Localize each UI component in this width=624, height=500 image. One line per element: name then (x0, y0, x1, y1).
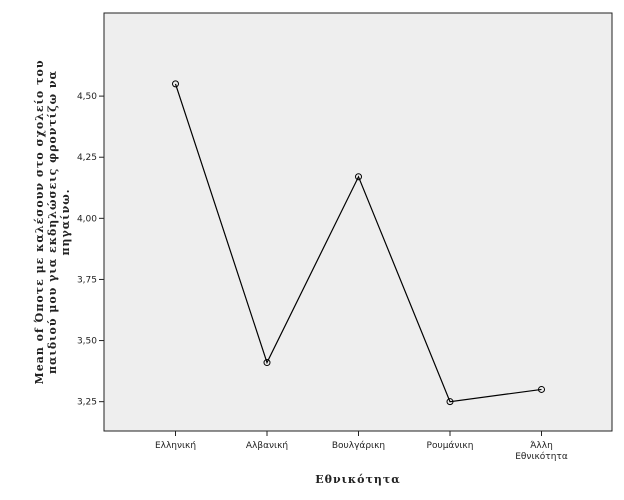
x-tick-label: Ελληνική (155, 441, 196, 451)
x-tick-label: Αλβανική (246, 441, 288, 451)
data-point-marker (172, 80, 179, 88)
x-tick-label: Άλλη (530, 441, 553, 451)
y-tick-label: 4,00 (77, 214, 97, 224)
plot-area (103, 12, 613, 432)
y-axis-title-line: πηγαίνω. (59, 188, 72, 255)
y-axis-title-line: Mean of Όποτε με καλέσουν στο σχολείο το… (33, 60, 46, 385)
data-point-marker (446, 398, 454, 406)
x-tick-label: Βουλγάρικη (332, 441, 385, 451)
series-line-group (172, 80, 545, 406)
data-point-marker (263, 359, 271, 367)
x-tick-label: Ρουμάνικη (427, 441, 474, 451)
y-axis-title-line: παιδιού μου για εκδηλώσεις φροντίζω να (46, 70, 59, 374)
y-axis: 3,25 3,50 3,75 4,00 4,25 4,50 (77, 92, 104, 408)
y-tick-label: 3,25 (77, 398, 97, 408)
y-tick-label: 3,50 (77, 337, 97, 347)
x-axis: Ελληνική Αλβανική Βουλγάρικη Ρουμάνικη ΆλληΕ… (155, 431, 568, 462)
x-tick-label: Εθνικότητα (515, 451, 568, 462)
y-tick-label: 3,75 (77, 275, 97, 285)
y-tick-label: 4,25 (77, 153, 97, 163)
y-tick-label: 4,50 (77, 92, 97, 102)
data-point-marker (355, 173, 362, 181)
series-line (174, 83, 542, 403)
data-point-marker (538, 385, 545, 393)
y-axis-title: Mean of Όποτε με καλέσουν στο σχολείο το… (33, 60, 72, 385)
x-axis-title: Εθνικότητα (315, 473, 401, 486)
